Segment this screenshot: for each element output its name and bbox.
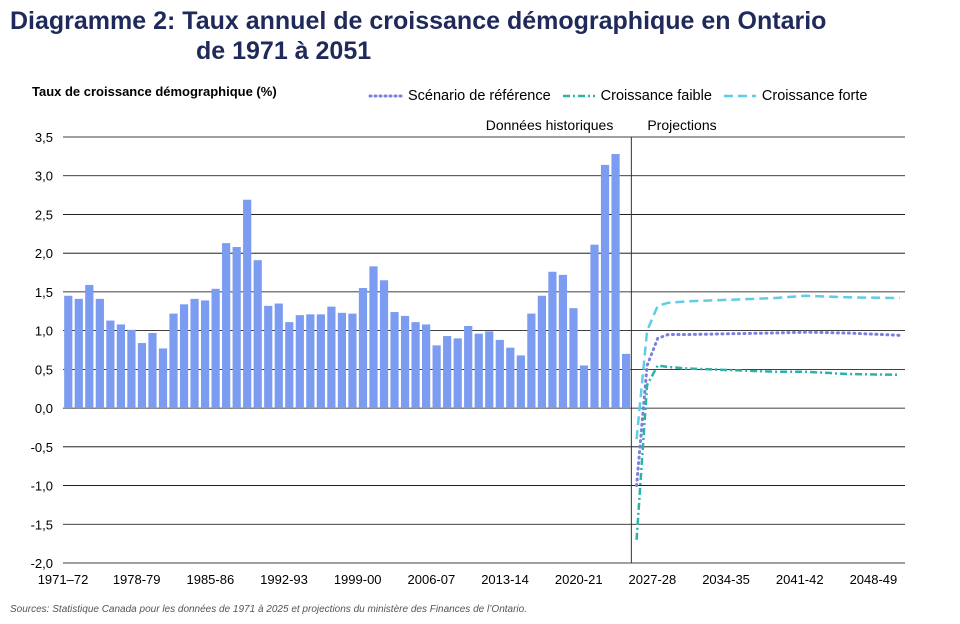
bar <box>274 303 283 409</box>
bar <box>179 304 189 409</box>
bar <box>621 353 631 409</box>
bar <box>211 288 220 409</box>
bar <box>558 274 568 409</box>
x-tick-label: 1971–72 <box>38 572 89 587</box>
bar <box>116 324 125 409</box>
bar <box>485 331 494 409</box>
x-tick-label: 2006-07 <box>408 572 456 587</box>
bar <box>390 312 399 409</box>
y-tick-label: 3,5 <box>35 130 53 145</box>
bar <box>285 322 294 409</box>
bar <box>495 339 504 409</box>
legend-swatch-reference <box>368 94 404 98</box>
bar <box>548 271 557 409</box>
bar <box>306 314 315 409</box>
legend-label-low: Croissance faible <box>600 88 712 104</box>
bar <box>443 336 452 409</box>
x-tick-label: 1985-86 <box>186 572 234 587</box>
bar <box>232 246 241 409</box>
x-tick-label: 2027-28 <box>629 572 677 587</box>
y-tick-label: 0,5 <box>35 362 53 377</box>
bar <box>348 313 357 409</box>
source-note: Sources: Statistique Canada pour les don… <box>10 604 527 615</box>
bar <box>243 199 252 409</box>
legend-swatch-high <box>723 94 756 98</box>
bar <box>422 324 431 409</box>
bar <box>64 295 73 409</box>
bar <box>95 298 104 409</box>
bar <box>590 244 599 409</box>
x-tick-label: 2041-42 <box>776 572 824 587</box>
chart-title-line2: de 1971 à 2051 <box>196 37 372 65</box>
bar <box>400 315 410 409</box>
x-tick-label: 2020-21 <box>555 572 603 587</box>
bar <box>295 315 304 409</box>
y-tick-label: -1,0 <box>31 479 53 494</box>
legend-label-reference: Scénario de référence <box>408 88 551 104</box>
y-axis-label: Taux de croissance démographique (%) <box>32 84 277 99</box>
bar <box>474 333 483 409</box>
bar <box>337 312 347 409</box>
chart-title: Diagramme 2: Taux annuel de croissance d… <box>10 6 910 66</box>
bar <box>316 314 325 409</box>
bar <box>190 298 199 409</box>
chart-title-line1: Diagramme 2: Taux annuel de croissance d… <box>10 7 827 35</box>
projection-section-label: Projections <box>647 117 716 133</box>
high-growth-series-line <box>635 294 900 440</box>
bar <box>432 345 441 409</box>
y-tick-label: 1,5 <box>35 285 53 300</box>
bar <box>127 329 136 409</box>
bar <box>506 347 515 409</box>
bar <box>464 325 473 409</box>
x-tick-label: 1999-00 <box>334 572 382 587</box>
bar <box>527 313 536 409</box>
low-growth-series-line <box>635 364 900 540</box>
bar <box>148 332 157 409</box>
y-tick-label: -2,0 <box>31 556 53 571</box>
x-tick-label: 2034-35 <box>702 572 750 587</box>
bar <box>327 306 336 409</box>
bar <box>611 154 620 409</box>
bar <box>85 284 94 409</box>
bar <box>358 288 368 409</box>
x-tick-label: 2013-14 <box>481 572 529 587</box>
legend-item-reference: Scénario de référence <box>368 88 551 104</box>
bar <box>516 355 525 409</box>
bar <box>453 338 462 409</box>
bar <box>411 322 420 409</box>
legend: Scénario de référence Croissance faible … <box>368 88 867 104</box>
y-tick-label: -0,5 <box>31 440 53 455</box>
x-tick-label: 1992-93 <box>260 572 308 587</box>
historical-section-label: Données historiques <box>486 117 614 133</box>
bar <box>579 365 589 409</box>
bar <box>379 280 389 409</box>
bar <box>369 266 378 409</box>
y-tick-label: 1,0 <box>35 324 53 339</box>
bar <box>222 243 231 409</box>
bar <box>200 300 210 409</box>
legend-item-high: Croissance forte <box>722 88 868 104</box>
bar <box>169 313 178 409</box>
bar <box>106 320 115 409</box>
bar <box>137 343 147 409</box>
bar <box>74 298 83 409</box>
y-tick-label: -1,5 <box>31 517 53 532</box>
bar <box>158 348 168 409</box>
y-tick-label: 2,0 <box>35 246 53 261</box>
y-tick-label: 2,5 <box>35 207 53 222</box>
bar <box>537 295 546 409</box>
bar <box>253 260 262 409</box>
bar <box>264 305 273 409</box>
x-tick-label: 1978-79 <box>113 572 161 587</box>
bar <box>600 164 610 409</box>
legend-item-low: Croissance faible <box>561 88 712 104</box>
legend-label-high: Croissance forte <box>761 88 868 104</box>
y-tick-label: 0,0 <box>35 401 53 416</box>
y-tick-label: 3,0 <box>35 169 53 184</box>
bar <box>569 308 578 409</box>
legend-swatch-low <box>562 94 595 98</box>
reference-series-line <box>635 330 902 487</box>
x-tick-label: 2048-49 <box>850 572 898 587</box>
